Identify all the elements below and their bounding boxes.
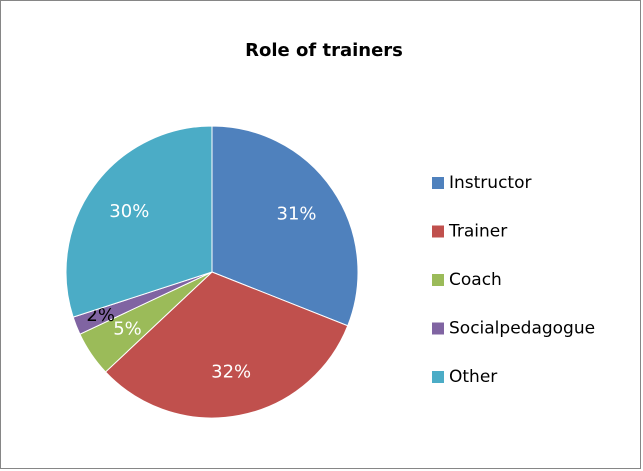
data-label: 5% — [113, 318, 142, 339]
legend-label: Instructor — [449, 173, 531, 193]
pie-slice — [211, 125, 359, 327]
chart-title: Role of trainers — [245, 40, 403, 61]
pie-slice — [104, 271, 349, 419]
legend-swatch — [432, 274, 444, 286]
legend-swatch — [432, 371, 444, 383]
legend-label: Other — [449, 367, 497, 387]
data-label: 31% — [277, 204, 317, 225]
legend-swatch — [432, 225, 444, 238]
legend-swatch — [432, 322, 444, 335]
legend-label: Coach — [449, 270, 502, 290]
legend-label: Trainer — [448, 222, 507, 242]
pie-slice — [65, 125, 213, 318]
legend-label: Socialpedagogue — [449, 319, 595, 339]
legend-swatch — [432, 177, 444, 189]
data-label: 32% — [211, 361, 251, 382]
data-label: 30% — [109, 201, 149, 222]
